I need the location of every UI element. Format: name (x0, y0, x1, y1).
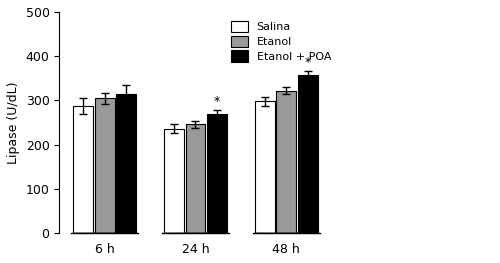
Legend: Salina, Etanol, Etanol + POA: Salina, Etanol, Etanol + POA (228, 18, 334, 65)
Bar (298, 75, 318, 233)
Bar (116, 94, 136, 233)
Bar (207, 114, 227, 233)
Bar (95, 98, 114, 233)
Bar (74, 106, 93, 233)
Text: *: * (304, 55, 311, 69)
Text: *: * (214, 95, 220, 108)
Bar (164, 129, 184, 233)
Bar (255, 101, 274, 233)
Bar (186, 124, 206, 233)
Y-axis label: Lipase (U/dL): Lipase (U/dL) (7, 81, 20, 164)
Bar (276, 91, 296, 233)
